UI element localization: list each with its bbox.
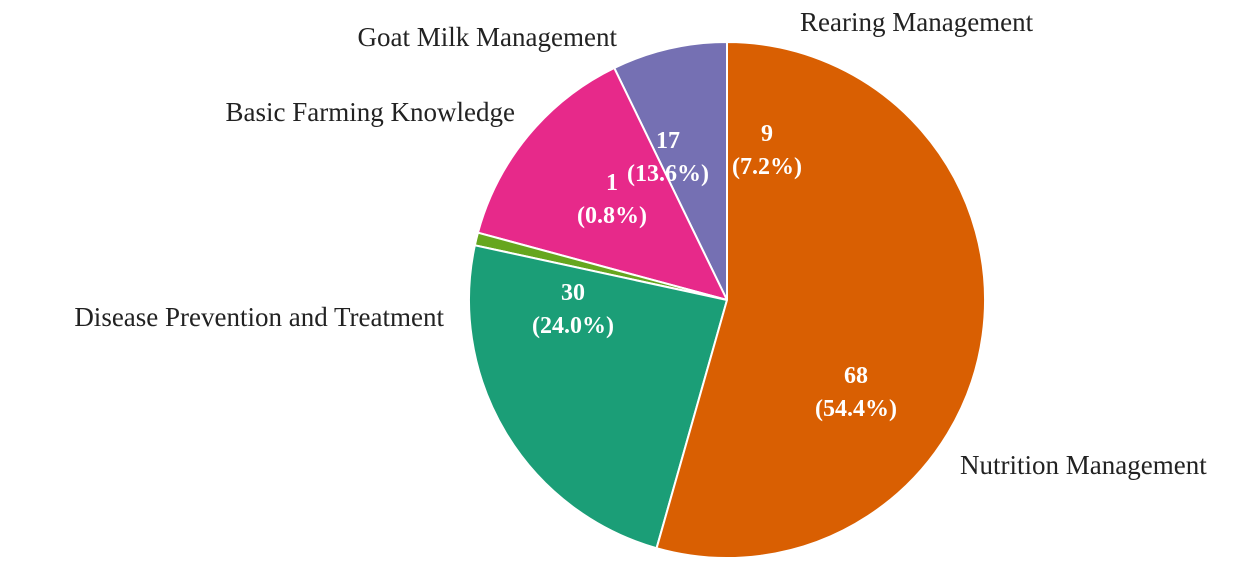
percent-label-disease-prevention-and-treatment: (24.0%) <box>532 313 614 339</box>
value-label-disease-prevention-and-treatment: 30 <box>561 280 585 306</box>
percent-label-rearing-management: (7.2%) <box>732 154 802 180</box>
category-labels-layer: Rearing Management Goat Milk Management Ba… <box>74 7 1207 480</box>
pie-slice-disease-prevention-and-treatment <box>468 244 728 550</box>
value-label-nutrition-management: 68 <box>844 363 868 389</box>
pie-slice-nutrition-management <box>655 41 986 559</box>
category-label-rearing-management: Rearing Management <box>800 7 1034 37</box>
value-labels-layer: 9 (7.2%) 17 (13.6%) 1 (0.8%) 30 (24.0%) 68 (54.4%… <box>532 121 897 422</box>
category-label-goat-milk-management: Goat Milk Management <box>358 22 618 52</box>
category-label-basic-farming-knowledge: Basic Farming Knowledge <box>226 97 515 127</box>
value-label-goat-milk-management: 17 <box>656 128 680 154</box>
pie-slice-goat-milk-management <box>476 66 728 301</box>
percent-label-goat-milk-management: (13.6%) <box>627 161 709 187</box>
value-label-basic-farming-knowledge: 1 <box>606 170 618 196</box>
value-label-rearing-management: 9 <box>761 121 773 147</box>
category-label-nutrition-management: Nutrition Management <box>960 450 1207 480</box>
category-label-disease-prevention-and-treatment: Disease Prevention and Treatment <box>74 302 444 332</box>
slices-layer <box>468 41 986 559</box>
pie-slice-rearing-management <box>613 41 728 301</box>
percent-label-basic-farming-knowledge: (0.8%) <box>577 203 647 229</box>
percent-label-nutrition-management: (54.4%) <box>815 396 897 422</box>
